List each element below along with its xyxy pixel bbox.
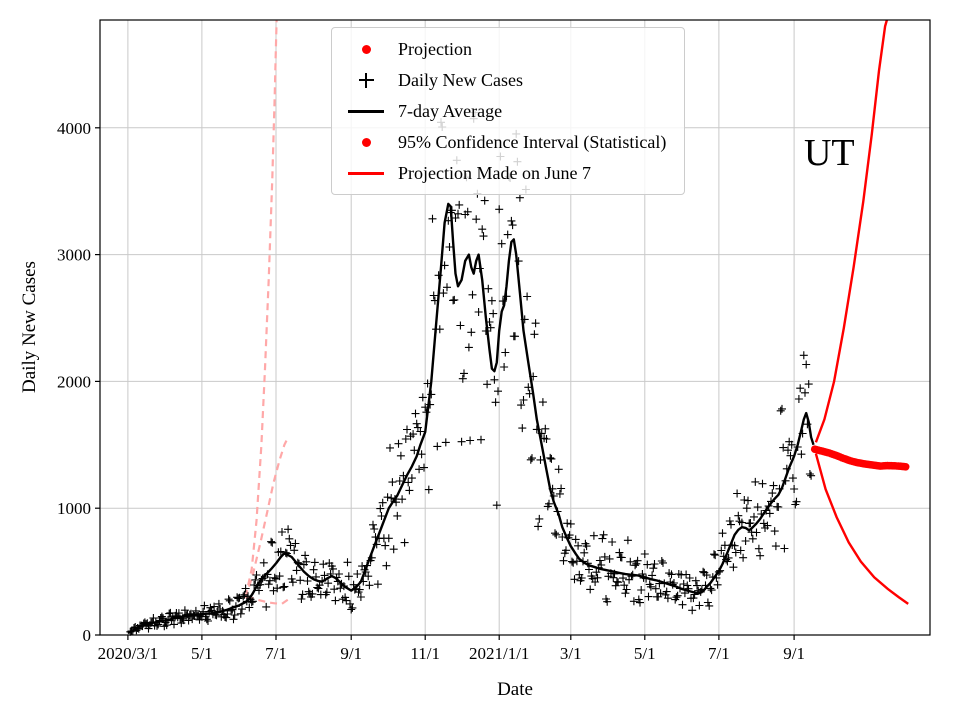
legend-item-confidence-interval: 95% Confidence Interval (Statistical) <box>342 130 666 154</box>
axes-frame <box>99 19 931 636</box>
projection-dot-icon <box>342 44 390 54</box>
red-line-marker-icon <box>342 171 390 175</box>
june2020-projection-dashed-curve <box>244 19 278 598</box>
x-tick-label: 5/1 <box>191 644 213 663</box>
june2020-projection-dashed-curve <box>244 436 290 599</box>
projection-dot <box>901 463 910 471</box>
y-tick-label: 3000 <box>57 246 91 265</box>
x-tick-label: 5/1 <box>634 644 656 663</box>
x-tick-label: 2021/1/1 <box>469 644 529 663</box>
legend: Projection Daily New Cases 7-day Average… <box>331 27 686 195</box>
ci-lower-curve <box>814 453 909 605</box>
legend-label: Projection Made on June 7 <box>398 162 591 183</box>
x-axis-label: Date <box>497 679 533 700</box>
y-tick-label: 4000 <box>57 119 91 138</box>
legend-item-daily-new-cases: Daily New Cases <box>342 68 666 92</box>
line-marker <box>348 109 384 113</box>
legend-label: 95% Confidence Interval (Statistical) <box>398 131 667 152</box>
ci-upper-curve <box>814 19 889 443</box>
y-tick-label: 0 <box>83 626 92 645</box>
x-tick-label: 11/1 <box>410 644 440 663</box>
plus-marker-icon <box>342 72 390 88</box>
x-tick-label: 3/1 <box>560 644 582 663</box>
legend-label: Daily New Cases <box>398 69 523 90</box>
line-marker <box>348 171 384 175</box>
legend-item-projection: Projection <box>342 37 666 61</box>
x-tick-label: 7/1 <box>708 644 730 663</box>
legend-item-7day-average: 7-day Average <box>342 99 666 123</box>
x-tick-label: 2020/3/1 <box>98 644 158 663</box>
legend-label: 7-day Average <box>398 100 503 121</box>
x-tick-label: 9/1 <box>340 644 362 663</box>
seven-day-average-line <box>127 202 815 635</box>
y-tick-label: 1000 <box>57 499 91 518</box>
y-axis-label: Daily New Cases <box>19 261 40 393</box>
legend-label: Projection <box>398 38 472 59</box>
state-annotation: UT <box>803 132 855 175</box>
x-tick-label: 7/1 <box>265 644 287 663</box>
legend-item-projection-june7: Projection Made on June 7 <box>342 161 666 185</box>
y-tick-label: 2000 <box>57 372 91 391</box>
ci-dot-icon <box>342 137 390 147</box>
dot-marker <box>361 137 371 147</box>
dot-marker <box>361 44 371 54</box>
line-marker-icon <box>342 109 390 113</box>
x-tick-label: 9/1 <box>783 644 805 663</box>
plus-marker <box>358 72 374 88</box>
